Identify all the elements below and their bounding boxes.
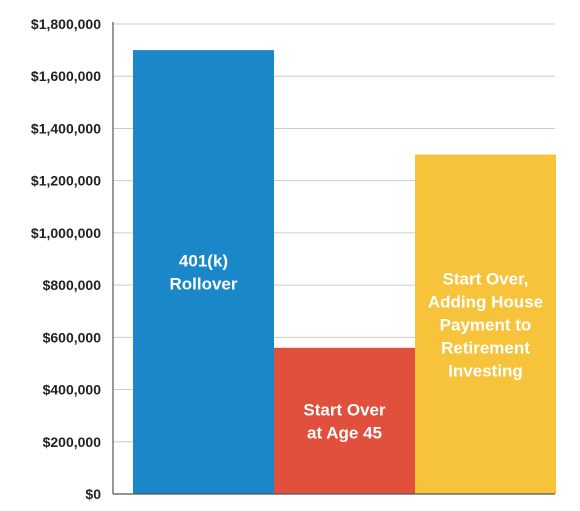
y-tick-label: $1,000,000 bbox=[31, 225, 101, 241]
bar-label-line: 401(k) bbox=[179, 252, 228, 271]
bar-label: Start Over at Age 45 bbox=[303, 400, 386, 442]
y-tick-label: $1,400,000 bbox=[31, 120, 101, 136]
y-tick-label: $1,800,000 bbox=[31, 16, 101, 32]
y-tick-label: $800,000 bbox=[43, 277, 102, 293]
bar bbox=[274, 347, 415, 494]
bar-label-line: Start Over bbox=[303, 400, 386, 419]
bar-label-line: Retirement bbox=[441, 338, 530, 357]
bar-label-line: Start Over, bbox=[443, 269, 529, 288]
y-tick-label: $1,200,000 bbox=[31, 173, 101, 189]
bar-label-line: at Age 45 bbox=[307, 423, 382, 442]
y-tick-labels: $0 $200,000 $400,000 $600,000 $800,000 $1,000… bbox=[31, 16, 101, 502]
bar bbox=[133, 50, 274, 494]
y-tick-label: $1,600,000 bbox=[31, 68, 101, 84]
y-tick-label: $200,000 bbox=[43, 434, 102, 450]
bars bbox=[133, 50, 556, 495]
y-tick-label: $0 bbox=[85, 486, 101, 502]
y-tick-label: $400,000 bbox=[43, 382, 102, 398]
bar bbox=[415, 154, 556, 495]
bar-label-line: Investing bbox=[448, 361, 523, 380]
y-tick-label: $600,000 bbox=[43, 329, 102, 345]
bar-label-line: Rollover bbox=[169, 275, 237, 294]
bar-label-line: Adding House bbox=[428, 292, 543, 311]
bar-label: Start Over, Adding House Payment to Retirem… bbox=[428, 269, 543, 380]
axes bbox=[112, 22, 555, 495]
bar-label-line: Payment to bbox=[440, 315, 532, 334]
bar-label: 401(k) Rollover bbox=[169, 252, 237, 294]
